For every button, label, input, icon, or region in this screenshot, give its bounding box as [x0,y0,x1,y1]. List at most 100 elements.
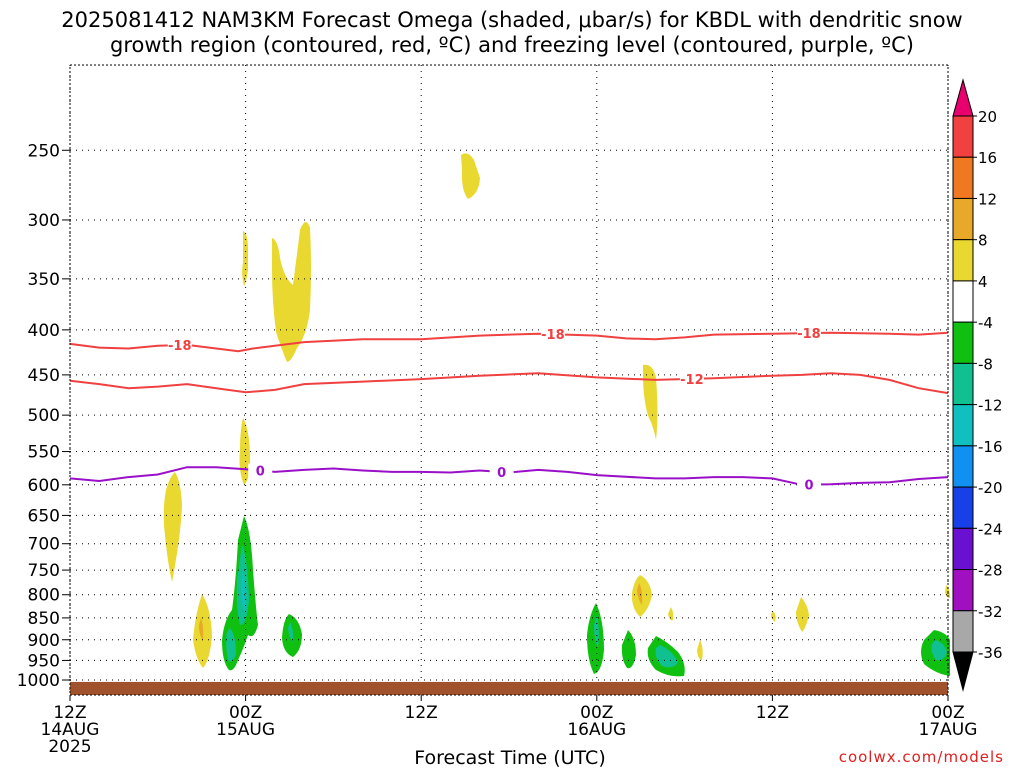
omega-region-teal [931,640,947,661]
colorbar-segment [952,321,974,364]
contour-label-background [248,463,273,478]
omega-region-orange [637,583,643,605]
x-tick-label: 15AUG [216,720,275,740]
colorbar-segment [952,78,974,117]
y-tick-label: 400 [28,321,60,341]
contour-lines: -18 -18 -18 -12 0 0 0 [69,326,949,494]
omega-region-yellow [272,221,311,362]
omega-region-cyan [241,570,246,612]
credit-text: coolwx.com/models [839,748,1004,766]
x-tick-label: 12Z [53,703,86,723]
colorbar-segment [952,569,974,612]
colorbar-segment [952,445,974,488]
omega-region-teal [288,622,294,642]
omega-region-yellow [796,597,809,632]
colorbar-label: -8 [978,355,993,373]
colorbar-label: -36 [978,644,1003,662]
colorbar-label: 20 [978,108,997,126]
x-tick-label: 12Z [756,703,789,723]
y-tick-label: 750 [28,561,60,581]
colorbar-label: -24 [978,520,1003,538]
omega-region-yellow [163,472,182,582]
colorbar-label: -28 [978,562,1003,580]
contour-label-background [167,338,192,353]
x-tick-label: 00Z [580,703,613,723]
y-tick-label: 300 [28,211,60,231]
x-tick-label: 12Z [405,703,438,723]
y-tick-label: 650 [28,506,60,526]
y-tick-label: 800 [28,586,60,606]
y-tick-label: 500 [28,406,60,426]
colorbar-segment [952,239,974,282]
colorbar-segment [952,486,974,529]
chart-title-line-1: 2025081412 NAM3KM Forecast Omega (shaded… [61,8,963,32]
contour-label: -18 [541,328,565,343]
colorbar-segment [952,610,974,653]
omega-region-yellow [461,153,480,199]
y-tick-label: 450 [28,366,60,386]
colorbar-label: -12 [978,397,1003,415]
contour-label: -18 [797,327,821,342]
chart-title-line-2: growth region (contoured, red, ºC) and f… [110,33,914,57]
x-tick-label: 14AUG [41,720,100,740]
omega-region-yellow [643,364,658,440]
colorbar-label: 4 [978,273,988,291]
x-tick-label: 00Z [229,703,262,723]
colorbar-segment [952,404,974,447]
omega-region-teal [226,628,236,662]
colorbar-segment [952,651,974,692]
contour-label: -18 [168,339,192,354]
colorbar-label: -4 [978,314,993,332]
plot-frame [69,64,949,696]
colorbar-segment [952,197,974,241]
y-tick-label: 250 [28,141,60,161]
y-tick-label: 900 [28,631,60,651]
x-tick-label: 00Z [931,703,964,723]
contour-label-background [796,477,821,492]
contour-label-background [540,327,565,342]
y-tick-label: 700 [28,535,60,555]
colorbar-segment [952,280,974,323]
y-axis: 2503003504004505005506006507007508008509… [17,141,70,691]
colorbar-segment [952,362,974,406]
y-tick-label: 600 [28,476,60,496]
x-tick-label: 16AUG [567,720,626,740]
contour-label-background [489,465,514,480]
x-tick-label: 17AUG [919,720,978,740]
colorbar-segment [952,156,974,199]
contour-label-background [796,326,821,341]
y-tick-label: 550 [28,443,60,463]
y-tick-label: 950 [28,651,60,671]
y-tick-label: 350 [28,270,60,290]
colorbar-label: 8 [978,232,988,250]
contour-label-background [679,371,704,386]
omega-region-orange [199,618,204,640]
contour-label: 0 [804,479,813,494]
colorbar-label: -16 [978,438,1003,456]
omega-region-yellow [771,611,776,622]
contour-label: 0 [256,465,265,480]
omega-region-green [621,630,636,669]
colorbar-label: 12 [978,190,997,208]
contour-line--12 [69,372,949,395]
x-tick-label: 2025 [48,737,91,757]
contour-label: 0 [497,466,506,481]
colorbar-label: -20 [978,479,1003,497]
colorbar-label: 16 [978,149,997,167]
colorbar-label: -32 [978,603,1003,621]
omega-region-yellow [697,640,703,660]
colorbar-segment [952,527,974,571]
omega-region-teal [655,645,678,668]
x-axis-label: Forecast Time (UTC) [414,747,605,768]
omega-region-yellow [242,231,248,286]
omega-region-teal [594,615,599,648]
contour-label: -12 [680,373,704,388]
omega-region-yellow [668,607,674,621]
colorbar-legend: 20 16 12 8 4 -4 -8 -12 -16 -20 -24 -28 -32 -36 [952,78,1003,692]
y-tick-label: 850 [28,609,60,629]
y-tick-label: 1000 [17,671,60,691]
surface-terrain [70,681,948,695]
colorbar-segment [952,115,974,158]
